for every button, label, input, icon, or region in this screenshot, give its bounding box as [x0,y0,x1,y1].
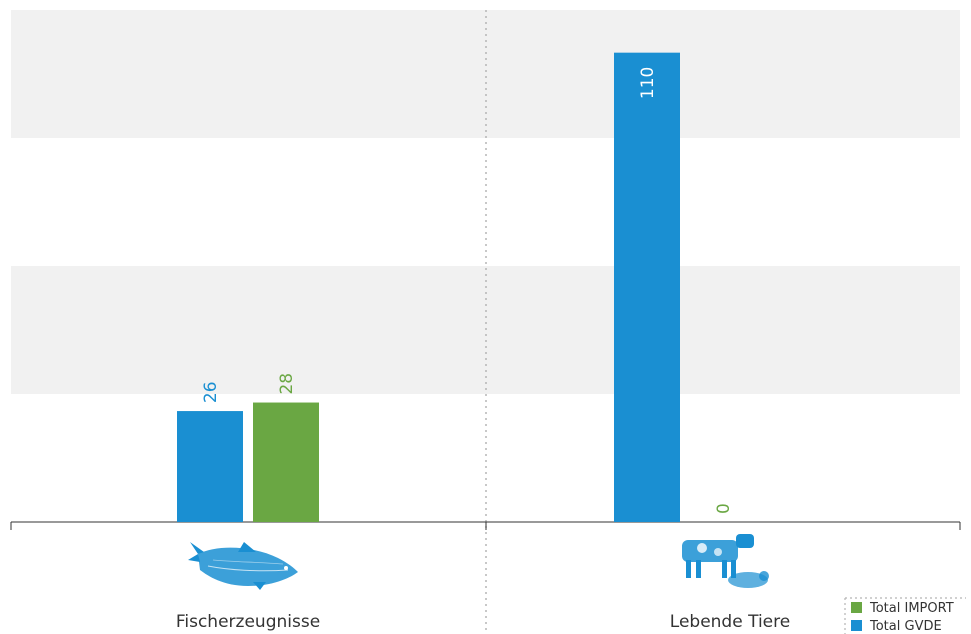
value-label-fischerzeugnisse-total-gvde: 26 [201,381,221,403]
bar-fischerzeugnisse-total-import [253,402,319,522]
legend-swatch-total-gvde [851,620,862,631]
bar-fischerzeugnisse-total-gvde [177,411,243,522]
legend-label-total-import: Total IMPORT [869,601,954,616]
category-label-fischerzeugnisse: Fischerzeugnisse [176,612,320,632]
value-label-lebende-tiere-total-gvde: 110 [638,67,658,99]
livestock-icon [682,534,769,588]
legend-label-total-gvde: Total GVDE [869,619,942,634]
fish-icon [188,542,298,590]
legend: Total IMPORT Total GVDE [844,597,966,634]
value-label-lebende-tiere-total-import: 0 [714,503,734,514]
legend-swatch-total-import [851,602,862,613]
value-label-fischerzeugnisse-total-import: 28 [277,373,297,395]
bars [177,52,680,523]
bar-lebende-tiere-total-gvde [614,52,680,523]
background-band [11,10,960,138]
category-label-lebende-tiere: Lebende Tiere [670,612,790,632]
value-labels: 26 28 110 0 [201,67,734,514]
